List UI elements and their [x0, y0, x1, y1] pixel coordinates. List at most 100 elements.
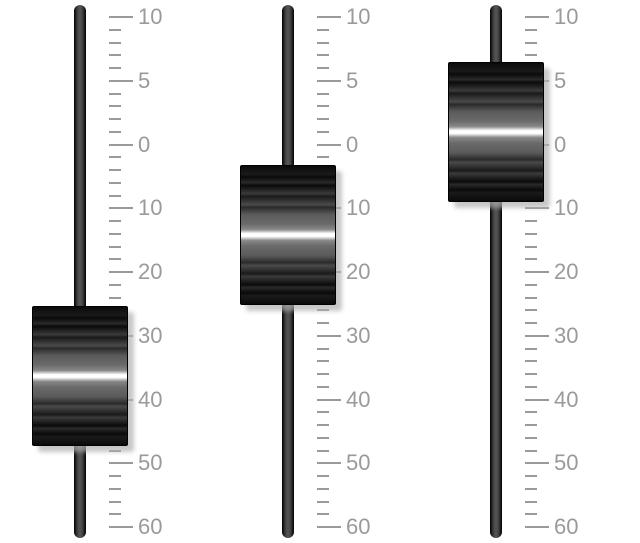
tick-minor [109, 284, 121, 286]
scale-label: 30 [554, 323, 594, 349]
scale-label: 40 [138, 387, 178, 413]
tick-minor [525, 386, 537, 388]
scale-label: 40 [554, 387, 594, 413]
scale-label: 50 [554, 450, 594, 476]
tick-minor [317, 386, 329, 388]
scale-label: 60 [554, 514, 594, 540]
tick-minor [525, 42, 537, 44]
tick-minor [317, 475, 329, 477]
tick-minor [109, 131, 121, 133]
tick-minor [525, 297, 537, 299]
tick-minor [525, 220, 537, 222]
tick-minor [317, 513, 329, 515]
channel-1-fader[interactable] [32, 306, 128, 446]
tick-major [525, 399, 549, 401]
tick-minor [109, 182, 121, 184]
tick-minor [317, 437, 329, 439]
tick-minor [525, 501, 537, 503]
tick-minor [317, 322, 329, 324]
tick-major [317, 144, 341, 146]
scale-label: 60 [138, 514, 178, 540]
tick-minor [109, 93, 121, 95]
scale-label: 30 [346, 323, 386, 349]
tick-minor [317, 360, 329, 362]
scale-label: 60 [346, 514, 386, 540]
scale-label: 50 [138, 450, 178, 476]
tick-minor [109, 156, 121, 158]
tick-minor [317, 424, 329, 426]
tick-minor [525, 322, 537, 324]
tick-minor [525, 246, 537, 248]
tick-minor [525, 488, 537, 490]
fader-body [448, 62, 544, 202]
tick-minor [525, 360, 537, 362]
tick-minor [317, 118, 329, 120]
tick-minor [109, 220, 121, 222]
tick-minor [525, 54, 537, 56]
tick-minor [525, 513, 537, 515]
tick-major [109, 207, 133, 209]
scale-label: 10 [346, 195, 386, 221]
tick-minor [317, 29, 329, 31]
tick-minor [109, 501, 121, 503]
scale-label: 10 [554, 4, 594, 30]
tick-minor [317, 156, 329, 158]
tick-minor [317, 105, 329, 107]
tick-minor [317, 67, 329, 69]
scale-label: 30 [138, 323, 178, 349]
tick-minor [109, 513, 121, 515]
tick-minor [109, 233, 121, 235]
scale-label: 5 [554, 68, 594, 94]
tick-minor [525, 233, 537, 235]
fader-body [32, 306, 128, 446]
tick-major [525, 16, 549, 18]
scale-label: 0 [346, 132, 386, 158]
tick-minor [109, 297, 121, 299]
tick-major [317, 462, 341, 464]
channel-3-fader[interactable] [448, 62, 544, 202]
tick-major [317, 80, 341, 82]
scale-label: 20 [138, 259, 178, 285]
tick-minor [109, 42, 121, 44]
scale-label: 5 [138, 68, 178, 94]
scale-label: 10 [138, 195, 178, 221]
tick-minor [109, 105, 121, 107]
tick-minor [109, 488, 121, 490]
scale-label: 0 [138, 132, 178, 158]
channel-1-track [74, 5, 86, 538]
tick-minor [109, 258, 121, 260]
tick-minor [317, 42, 329, 44]
fader-body [240, 165, 336, 305]
tick-minor [109, 54, 121, 56]
tick-minor [525, 437, 537, 439]
scale-label: 20 [554, 259, 594, 285]
tick-minor [109, 246, 121, 248]
tick-minor [317, 373, 329, 375]
tick-minor [525, 309, 537, 311]
scale-label: 10 [346, 4, 386, 30]
tick-minor [109, 169, 121, 171]
tick-minor [317, 54, 329, 56]
tick-minor [317, 411, 329, 413]
tick-minor [317, 450, 329, 452]
tick-minor [317, 131, 329, 133]
tick-minor [525, 29, 537, 31]
channel-2-fader[interactable] [240, 165, 336, 305]
tick-minor [317, 501, 329, 503]
tick-major [317, 526, 341, 528]
tick-minor [525, 373, 537, 375]
tick-minor [109, 475, 121, 477]
tick-major [525, 462, 549, 464]
tick-minor [317, 348, 329, 350]
tick-major [525, 335, 549, 337]
tick-minor [109, 195, 121, 197]
tick-minor [525, 411, 537, 413]
tick-major [109, 80, 133, 82]
tick-major [525, 271, 549, 273]
scale-label: 0 [554, 132, 594, 158]
tick-minor [525, 348, 537, 350]
scale-label: 20 [346, 259, 386, 285]
tick-minor [317, 488, 329, 490]
tick-minor [525, 450, 537, 452]
tick-major [317, 16, 341, 18]
